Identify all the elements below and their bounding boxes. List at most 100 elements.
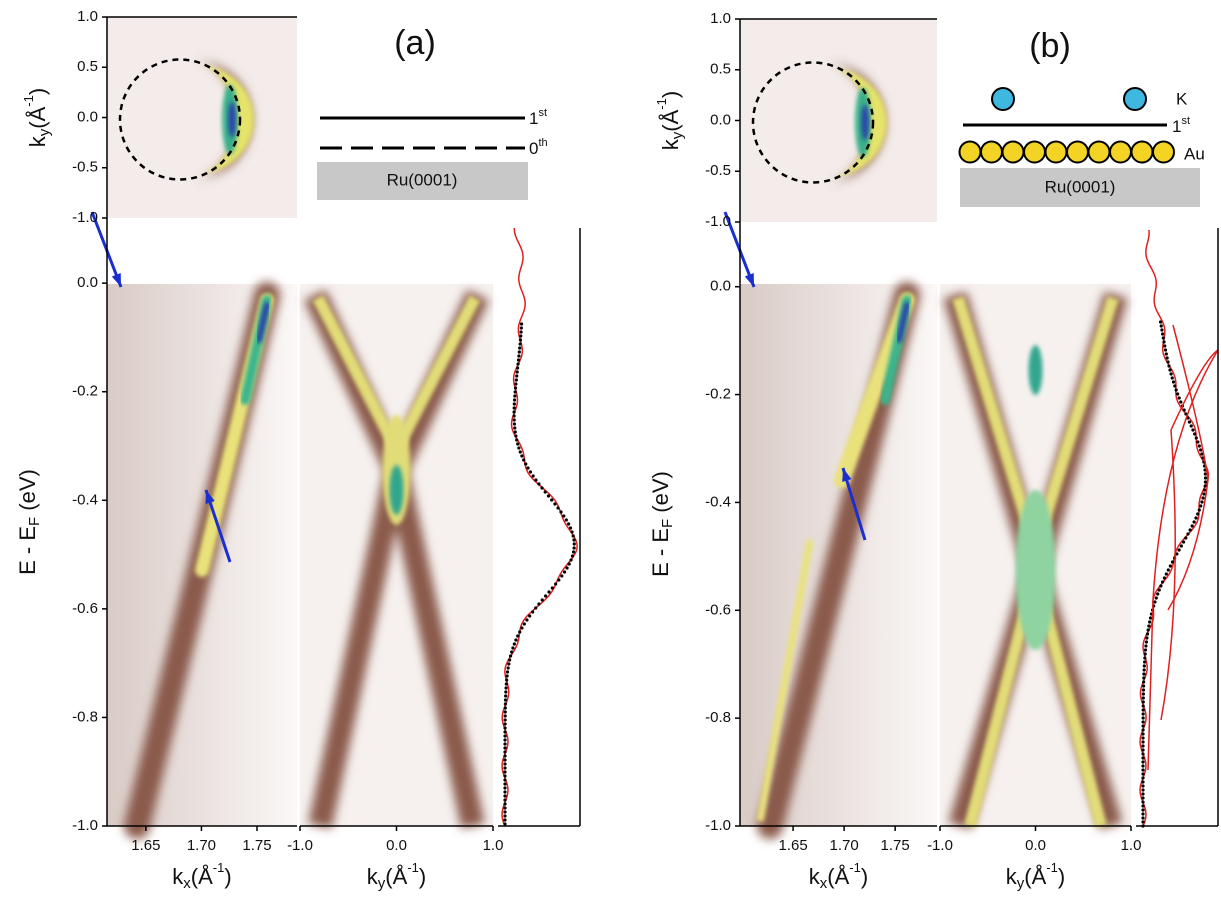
- fit-dot: [1164, 352, 1168, 356]
- fit-dot: [504, 690, 508, 694]
- fit-dot: [1141, 752, 1145, 756]
- fit-dot: [1160, 328, 1164, 332]
- fit-dot: [1159, 584, 1163, 588]
- fit-dot: [1141, 684, 1146, 688]
- fit-dot: [1179, 400, 1183, 404]
- fit-dot: [1141, 764, 1145, 768]
- fit-dot: [525, 618, 529, 622]
- label-main: k: [172, 864, 184, 889]
- label-unit: (Å: [827, 864, 849, 889]
- y-tick-label: -1.0: [72, 817, 98, 834]
- fit-dot: [1200, 500, 1204, 504]
- y-tick-label: 0.5: [710, 61, 731, 78]
- label-sub: x: [820, 875, 828, 892]
- fit-dot: [520, 454, 524, 458]
- fit-dot: [534, 478, 538, 482]
- fit-dot: [1145, 636, 1149, 640]
- fit-dot: [505, 670, 510, 674]
- fit-dot: [1161, 332, 1165, 336]
- fit-dot: [503, 798, 507, 802]
- label-unit: (Å: [25, 106, 50, 128]
- fs-core: [228, 101, 236, 138]
- x-tick-label: 0.0: [386, 837, 407, 854]
- fit-dot: [1141, 768, 1145, 772]
- band-blue: [896, 302, 910, 343]
- fit-dot: [503, 726, 507, 730]
- fit-dot: [518, 338, 523, 342]
- fit-dot: [1187, 420, 1192, 424]
- fit-dot: [503, 786, 507, 790]
- fit-dot: [1169, 372, 1173, 376]
- label-main: E - E: [15, 526, 40, 575]
- y-tick-label: -1.0: [705, 213, 731, 230]
- fit-dot: [514, 378, 518, 382]
- fit-dot: [511, 646, 515, 650]
- fit-dot: [520, 626, 524, 630]
- label-sub: F: [659, 519, 676, 528]
- fit-dot: [1141, 792, 1145, 796]
- fit-dot: [512, 402, 516, 406]
- fit-dot: [1170, 376, 1174, 380]
- fit-dot: [1141, 704, 1145, 708]
- fit-dot: [1141, 736, 1145, 740]
- label-main: k: [658, 138, 683, 150]
- fit-dot: [1166, 360, 1170, 364]
- fit-dot: [1142, 676, 1146, 680]
- fit-dot: [537, 602, 541, 606]
- x-tick-label: 1.0: [483, 837, 504, 854]
- fit-dot: [506, 666, 510, 670]
- k-atom: [1123, 87, 1147, 111]
- fit-dot: [516, 366, 520, 370]
- fit-dot: [517, 354, 521, 358]
- fit-dot: [1193, 432, 1197, 436]
- layer-label: 1st: [529, 107, 547, 129]
- au-atom: [1066, 140, 1089, 164]
- au-atom: [1109, 140, 1132, 164]
- fit-dot: [1173, 384, 1177, 388]
- layer-sup: st: [538, 107, 547, 119]
- fit-dot: [1141, 716, 1145, 720]
- label-unit: (Å: [658, 109, 683, 131]
- fit-dot: [531, 610, 535, 614]
- x-tick-label: 1.0: [1121, 837, 1142, 854]
- label-sub: y: [378, 875, 386, 892]
- fit-dot: [1197, 508, 1201, 512]
- fit-dot: [1141, 816, 1145, 820]
- layer-sup: st: [1181, 115, 1190, 127]
- layer-sup: th: [538, 137, 547, 149]
- fit-dot: [554, 582, 558, 586]
- fit-dot: [1168, 564, 1172, 568]
- fit-dot: [1141, 788, 1145, 792]
- band-yellow-low: [756, 539, 814, 822]
- fit-dot: [1143, 652, 1147, 656]
- k-atom: [991, 87, 1015, 111]
- fit-dot: [524, 462, 528, 466]
- y-tick-label: -0.6: [705, 601, 731, 618]
- fit-dot: [518, 342, 522, 346]
- fit-dot: [1158, 320, 1163, 324]
- fit-dot: [566, 522, 571, 526]
- label-close: ): [658, 91, 683, 98]
- y-tick-label: 1.0: [710, 10, 731, 27]
- fs-dashed-circle: [751, 61, 875, 184]
- fit-dot: [1159, 324, 1163, 328]
- au-atom: [1023, 140, 1046, 164]
- fit-dot: [514, 638, 518, 642]
- fit-dot: [1203, 476, 1208, 480]
- fit-dot: [559, 510, 563, 514]
- fit-dot: [503, 822, 507, 826]
- fit-dot: [1141, 748, 1145, 752]
- fit-dot: [1141, 708, 1145, 712]
- x-tick-label: 1.75: [242, 837, 271, 854]
- label-unit: (Å: [191, 864, 213, 889]
- fit-dot: [503, 794, 507, 798]
- label-main: k: [25, 135, 50, 147]
- fit-dot: [572, 538, 576, 542]
- layer-label: 0th: [529, 137, 548, 159]
- fit-dot: [1141, 800, 1145, 804]
- fit-dot: [516, 358, 521, 362]
- y-tick-label: -0.5: [705, 162, 731, 179]
- ky-core-hot: [1028, 345, 1043, 395]
- fit-dot: [1147, 624, 1151, 628]
